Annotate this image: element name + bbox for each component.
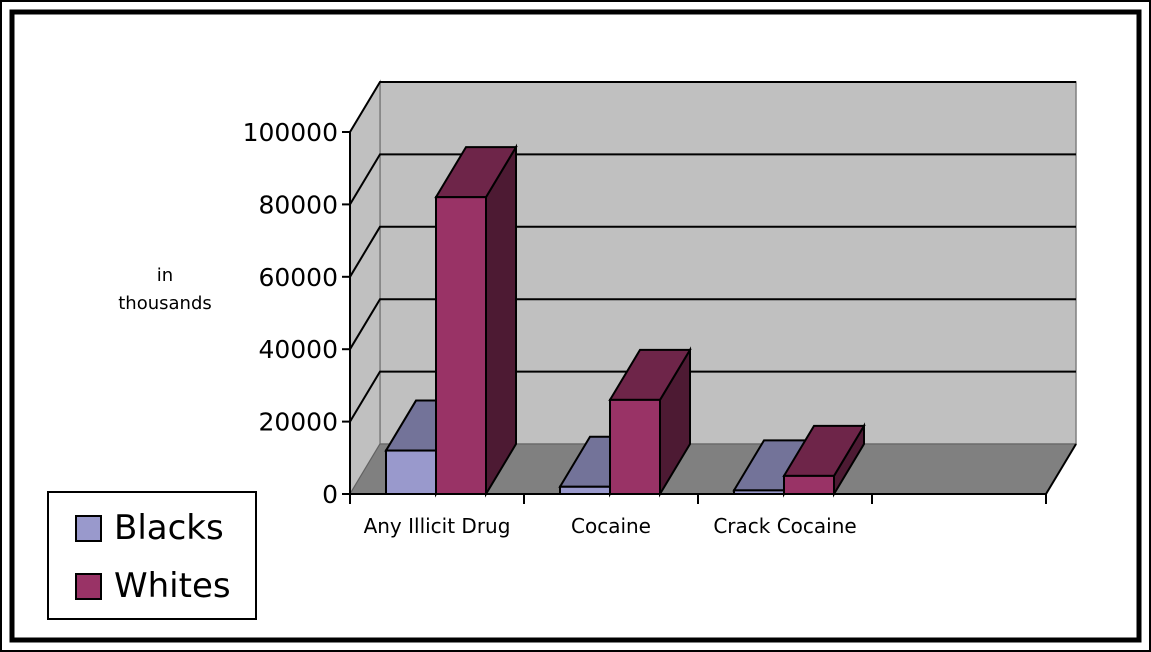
y-axis-label-line-1: in <box>156 265 174 286</box>
bar-front <box>385 449 437 495</box>
y-tick-label: 60000 <box>258 263 338 292</box>
legend-label-whites: Whites <box>114 566 231 606</box>
gridline <box>349 153 1076 205</box>
bar-whites-crack-cocaine <box>782 422 866 498</box>
bar-front <box>609 398 661 496</box>
bar-side <box>485 143 517 498</box>
bar-front <box>733 489 785 496</box>
bar-front <box>435 196 487 495</box>
chart-walls <box>349 79 1077 497</box>
gridline <box>349 81 1076 133</box>
legend-label-blacks: Blacks <box>114 508 224 548</box>
y-tick-label: 100000 <box>243 118 338 147</box>
bar-front <box>783 474 835 495</box>
y-axis-label: in thousands <box>100 262 230 318</box>
side-wall <box>349 79 381 497</box>
legend: Blacks Whites <box>47 491 257 620</box>
gridline <box>349 225 1076 278</box>
y-tick-label: 40000 <box>258 335 338 364</box>
floor-edge <box>1045 443 1077 495</box>
gridlines <box>349 81 1076 423</box>
legend-item-blacks: Blacks <box>75 503 224 553</box>
x-tick-label: Cocaine <box>571 514 651 538</box>
legend-item-whites: Whites <box>75 561 231 611</box>
y-tick-label: 0 <box>322 480 338 509</box>
bars <box>384 143 866 498</box>
y-tick-labels: 0 20000 40000 60000 80000 100000 <box>243 118 338 509</box>
gridline <box>349 370 1076 423</box>
gridline <box>349 298 1076 350</box>
x-tick-label: Crack Cocaine <box>713 514 856 538</box>
legend-swatch-whites <box>75 572 102 600</box>
y-tick-label: 80000 <box>258 190 338 219</box>
legend-swatch-blacks <box>75 514 102 542</box>
bar-whites-any-illicit-drug <box>434 143 518 498</box>
bar-front <box>559 485 611 496</box>
x-tick-label: Any Illicit Drug <box>364 514 511 538</box>
y-tick-label: 20000 <box>258 408 338 437</box>
bar-whites-cocaine <box>608 346 692 498</box>
y-axis-label-line-2: thousands <box>118 293 212 314</box>
x-tick-labels: Any Illicit Drug Cocaine Crack Cocaine <box>364 514 857 538</box>
